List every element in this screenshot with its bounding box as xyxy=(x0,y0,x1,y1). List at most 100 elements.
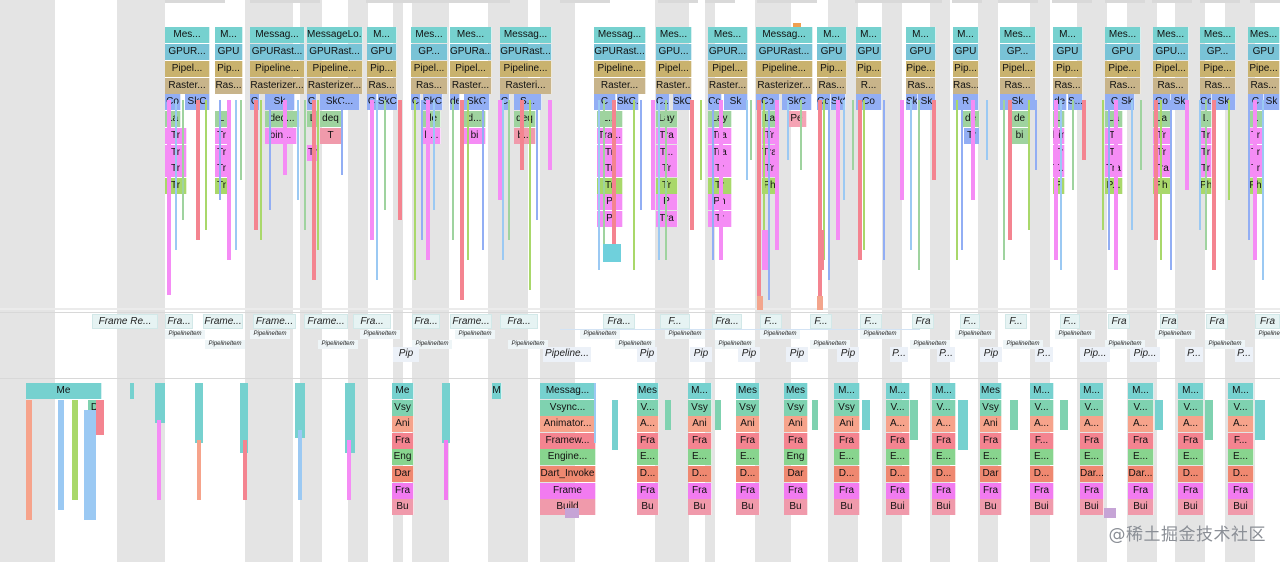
pipeline-slice[interactable]: P... xyxy=(937,347,955,362)
raster-deep-slice[interactable]: T xyxy=(320,128,342,144)
ui-slice[interactable]: D... xyxy=(1178,466,1204,482)
ui-slice[interactable]: Fra xyxy=(784,483,808,499)
pipeline-item-slice[interactable]: PipelineItem xyxy=(1255,330,1280,339)
pipeline-slice[interactable]: Pip... xyxy=(1080,347,1110,362)
ui-slice[interactable]: Bu xyxy=(736,499,760,515)
raster-slice[interactable]: Pipel... xyxy=(1000,61,1036,77)
ui-slice[interactable]: Fra xyxy=(1178,483,1204,499)
pipeline-item-slice[interactable]: PipelineItem xyxy=(508,340,548,349)
raster-slice[interactable]: Mes... xyxy=(1248,27,1280,43)
raster-slice[interactable]: Raster... xyxy=(594,78,646,94)
raster-slice[interactable]: Rasteri... xyxy=(500,78,552,94)
ui-slice[interactable]: A... xyxy=(932,416,956,432)
raster-slice[interactable]: M... xyxy=(953,27,979,43)
raster-sub-slice[interactable]: S... xyxy=(1068,94,1083,110)
ui-slice[interactable]: Bui xyxy=(932,499,956,515)
ui-slice[interactable]: A... xyxy=(1228,416,1254,432)
raster-slice[interactable]: Pipel... xyxy=(450,61,492,77)
ui-slice[interactable]: F... xyxy=(1030,433,1054,449)
raster-deep-slice[interactable]: Tr xyxy=(597,161,623,177)
ui-slice[interactable]: E... xyxy=(1178,449,1204,465)
raster-slice[interactable]: Mes... xyxy=(656,27,692,43)
raster-slice[interactable]: Mes... xyxy=(165,27,210,43)
ui-slice[interactable]: Vsy xyxy=(688,400,712,416)
raster-slice[interactable]: Messag... xyxy=(250,27,305,43)
ui-slice[interactable]: Fra xyxy=(1080,483,1104,499)
raster-slice[interactable]: GPU xyxy=(817,44,847,60)
ui-slice[interactable]: F... xyxy=(1228,433,1254,449)
raster-slice[interactable]: Ras... xyxy=(1105,78,1141,94)
ui-slice[interactable]: Fra xyxy=(1128,433,1154,449)
ui-slice[interactable]: A... xyxy=(1030,416,1054,432)
pipeline-slice[interactable]: Pip... xyxy=(1130,347,1160,362)
ui-slice[interactable]: D... xyxy=(834,466,860,482)
ui-slice[interactable]: A... xyxy=(1178,416,1204,432)
frame-request-slice[interactable]: Fra... xyxy=(712,314,742,329)
raster-slice[interactable]: Pip... xyxy=(856,61,882,77)
raster-slice[interactable]: Pipe... xyxy=(1200,61,1236,77)
ui-slice[interactable]: Fra xyxy=(637,433,659,449)
ui-slice[interactable]: E... xyxy=(980,449,1002,465)
frame-request-slice[interactable]: Fra xyxy=(912,314,934,329)
ui-slice[interactable]: Fra xyxy=(1178,433,1204,449)
raster-slice[interactable]: GPU xyxy=(953,44,979,60)
pipeline-slice[interactable]: Pip xyxy=(980,347,1002,362)
ui-slice[interactable]: A... xyxy=(1080,416,1104,432)
ui-slice[interactable]: Me xyxy=(392,383,414,399)
frame-request-slice[interactable]: Fra... xyxy=(353,314,391,329)
pipeline-slice[interactable]: Pipeline... xyxy=(543,347,591,362)
raster-deep-slice[interactable]: P xyxy=(597,211,623,227)
raster-deep-slice[interactable]: de xyxy=(1010,111,1030,127)
ui-slice[interactable]: V... xyxy=(1128,400,1154,416)
raster-slice[interactable]: Pipeline... xyxy=(307,61,363,77)
pipeline-item-slice[interactable]: PipelineItem xyxy=(665,330,705,339)
ui-slice[interactable]: D... xyxy=(688,466,712,482)
raster-slice[interactable]: GPU... xyxy=(656,44,692,60)
ui-slice[interactable]: Fra xyxy=(932,483,956,499)
ui-slice[interactable]: E... xyxy=(736,449,760,465)
ui-slice[interactable]: Bui xyxy=(1178,499,1204,515)
raster-slice[interactable]: Ras... xyxy=(215,78,243,94)
ui-slice[interactable]: M... xyxy=(1178,383,1204,399)
ui-slice[interactable]: E... xyxy=(1228,449,1254,465)
raster-deep-slice[interactable]: L... xyxy=(597,111,623,127)
pipeline-item-slice[interactable]: PipelineItem xyxy=(1003,340,1043,349)
raster-slice[interactable]: M... xyxy=(367,27,397,43)
pipeline-item-slice[interactable]: PipelineItem xyxy=(205,340,245,349)
ui-slice[interactable]: Messag... xyxy=(540,383,596,399)
frame-request-slice[interactable]: Fra xyxy=(1160,314,1178,329)
ui-slice[interactable]: Ani xyxy=(392,416,414,432)
ui-slice[interactable]: Fra xyxy=(886,483,910,499)
ui-slice[interactable]: Fra xyxy=(736,433,760,449)
raster-slice[interactable]: Pipel... xyxy=(165,61,210,77)
pipeline-item-slice[interactable]: PipelineItem xyxy=(250,330,290,339)
ui-slice[interactable]: Vsy xyxy=(784,400,808,416)
frame-request-slice[interactable]: F... xyxy=(760,314,782,329)
ui-slice[interactable]: Fra xyxy=(980,483,1002,499)
raster-sub-slice[interactable]: SkC... xyxy=(320,94,360,110)
ui-slice[interactable]: Vsy xyxy=(980,400,1002,416)
raster-slice[interactable]: GPURast... xyxy=(756,44,813,60)
ui-slice[interactable]: M... xyxy=(1030,383,1054,399)
ui-slice[interactable]: M... xyxy=(1080,383,1104,399)
ui-slice[interactable]: Ani xyxy=(784,416,808,432)
frame-request-slice[interactable]: Fra xyxy=(1255,314,1280,329)
raster-slice[interactable]: GPURast... xyxy=(594,44,646,60)
raster-slice[interactable]: Rasterizer... xyxy=(756,78,813,94)
raster-sub-slice[interactable]: de xyxy=(450,94,460,110)
raster-slice[interactable]: Ras... xyxy=(953,78,979,94)
frame-request-slice[interactable]: F... xyxy=(660,314,690,329)
pipeline-slice[interactable]: P... xyxy=(1185,347,1203,362)
raster-deep-slice[interactable]: d... xyxy=(464,111,486,127)
raster-slice[interactable]: GPUR... xyxy=(708,44,748,60)
raster-slice[interactable]: GPU xyxy=(215,44,243,60)
ui-slice[interactable]: V... xyxy=(1228,400,1254,416)
raster-deep-slice[interactable]: bi xyxy=(1010,128,1030,144)
ui-slice[interactable]: D... xyxy=(637,466,659,482)
ui-slice[interactable]: Bu xyxy=(637,499,659,515)
raster-sub-slice[interactable]: C xyxy=(411,94,421,110)
raster-slice[interactable]: GP... xyxy=(1000,44,1036,60)
ui-slice[interactable]: Dar xyxy=(784,466,808,482)
ui-slice[interactable]: Bui xyxy=(1228,499,1254,515)
ui-slice[interactable]: E... xyxy=(1080,449,1104,465)
